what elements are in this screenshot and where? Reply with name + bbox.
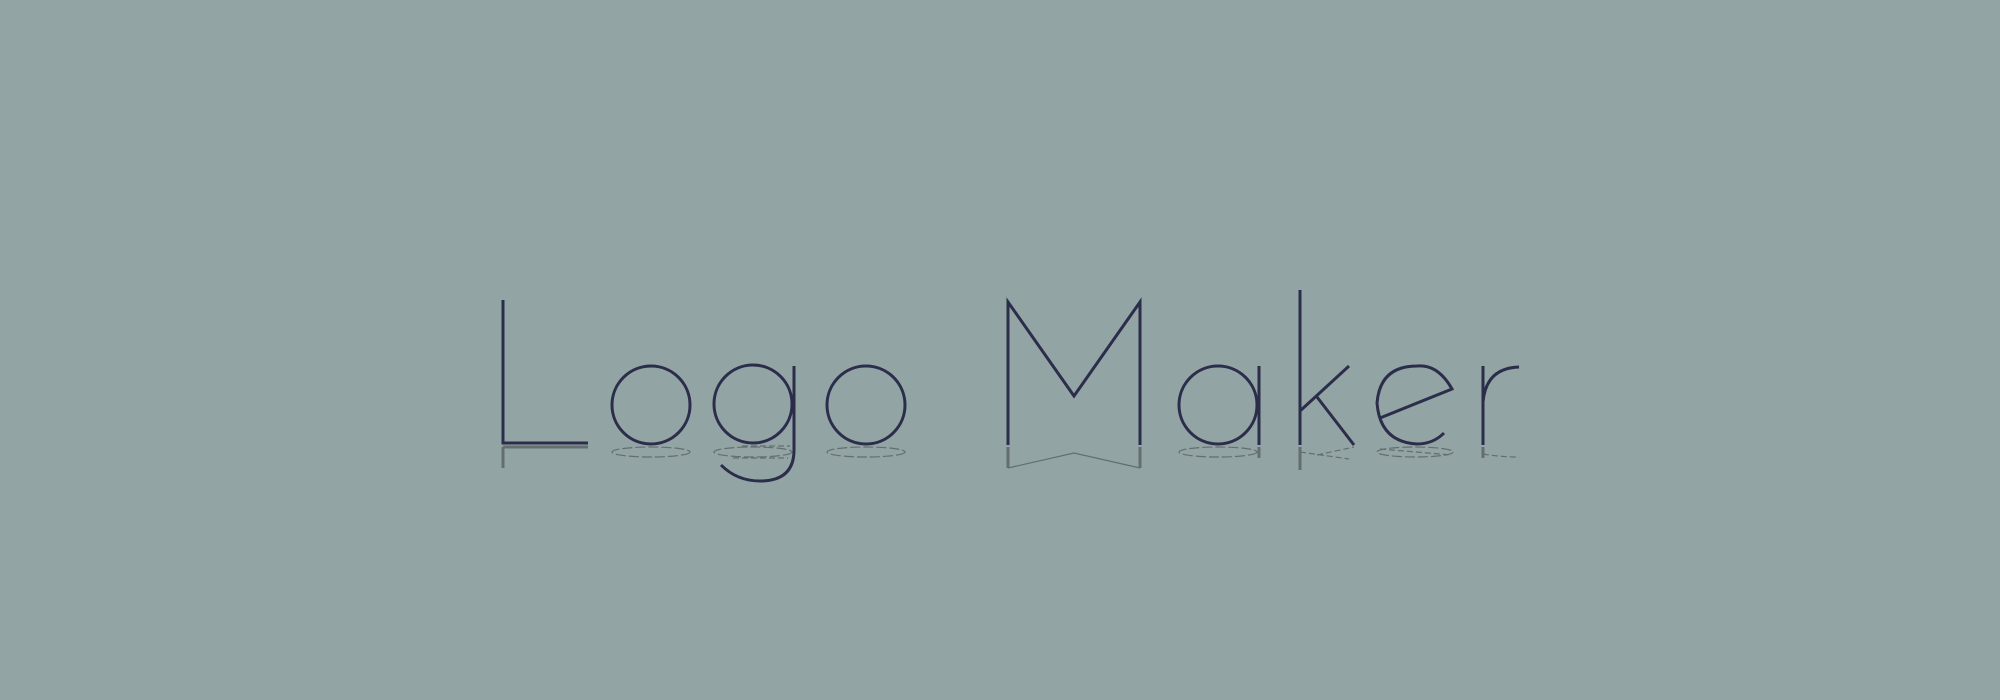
letter-r — [1481, 365, 1520, 445]
letter-k — [1298, 290, 1356, 446]
letter-a — [1177, 364, 1261, 446]
logo-reflection — [501, 445, 1520, 470]
logo-letters — [501, 290, 1520, 483]
letter-M — [1006, 297, 1142, 445]
letter-o-2 — [825, 364, 907, 446]
letter-o-1 — [610, 364, 692, 446]
letter-e — [1375, 364, 1455, 446]
letter-L — [501, 300, 588, 445]
letter-g — [712, 363, 796, 483]
